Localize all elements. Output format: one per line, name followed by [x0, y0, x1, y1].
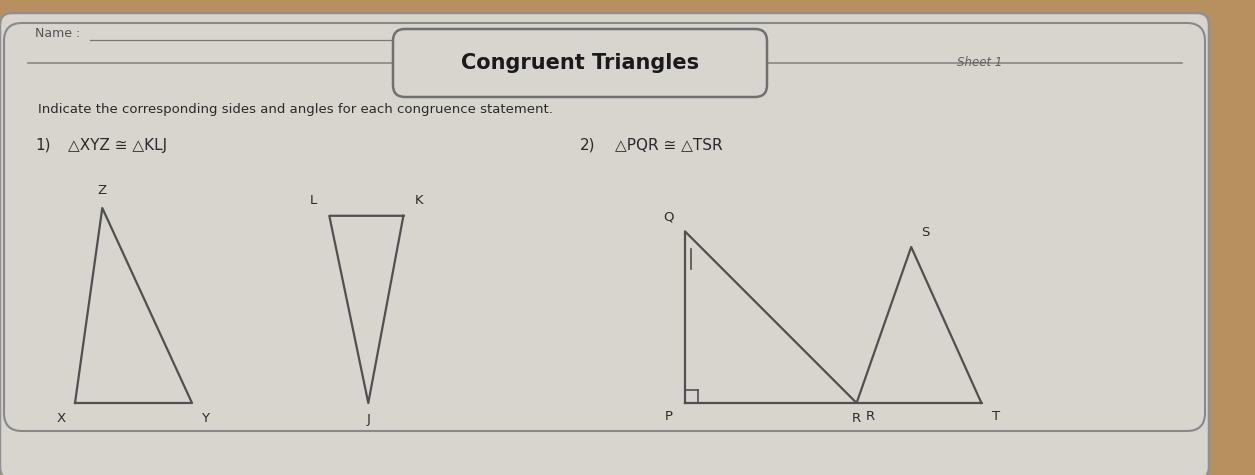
- Text: L: L: [310, 194, 318, 207]
- Text: R: R: [866, 410, 875, 424]
- FancyBboxPatch shape: [393, 29, 767, 97]
- FancyBboxPatch shape: [0, 13, 1209, 475]
- Text: K: K: [415, 194, 424, 207]
- Text: X: X: [56, 411, 65, 425]
- Text: P: P: [665, 410, 673, 424]
- Text: J: J: [366, 412, 370, 426]
- Text: △PQR ≅ △TSR: △PQR ≅ △TSR: [615, 138, 723, 153]
- Text: Name :: Name :: [35, 27, 80, 40]
- Text: Y: Y: [201, 411, 210, 425]
- Text: Sheet 1: Sheet 1: [958, 57, 1003, 69]
- Text: Z: Z: [98, 183, 107, 197]
- Text: 2): 2): [580, 138, 596, 153]
- Text: R: R: [852, 412, 861, 426]
- Text: T: T: [993, 410, 1000, 424]
- Text: 1): 1): [35, 138, 50, 153]
- Text: Indicate the corresponding sides and angles for each congruence statement.: Indicate the corresponding sides and ang…: [38, 103, 553, 116]
- Text: S: S: [921, 227, 930, 239]
- Text: Q: Q: [664, 211, 674, 224]
- Text: Congruent Triangles: Congruent Triangles: [461, 53, 699, 73]
- Text: △XYZ ≅ △KLJ: △XYZ ≅ △KLJ: [68, 138, 167, 153]
